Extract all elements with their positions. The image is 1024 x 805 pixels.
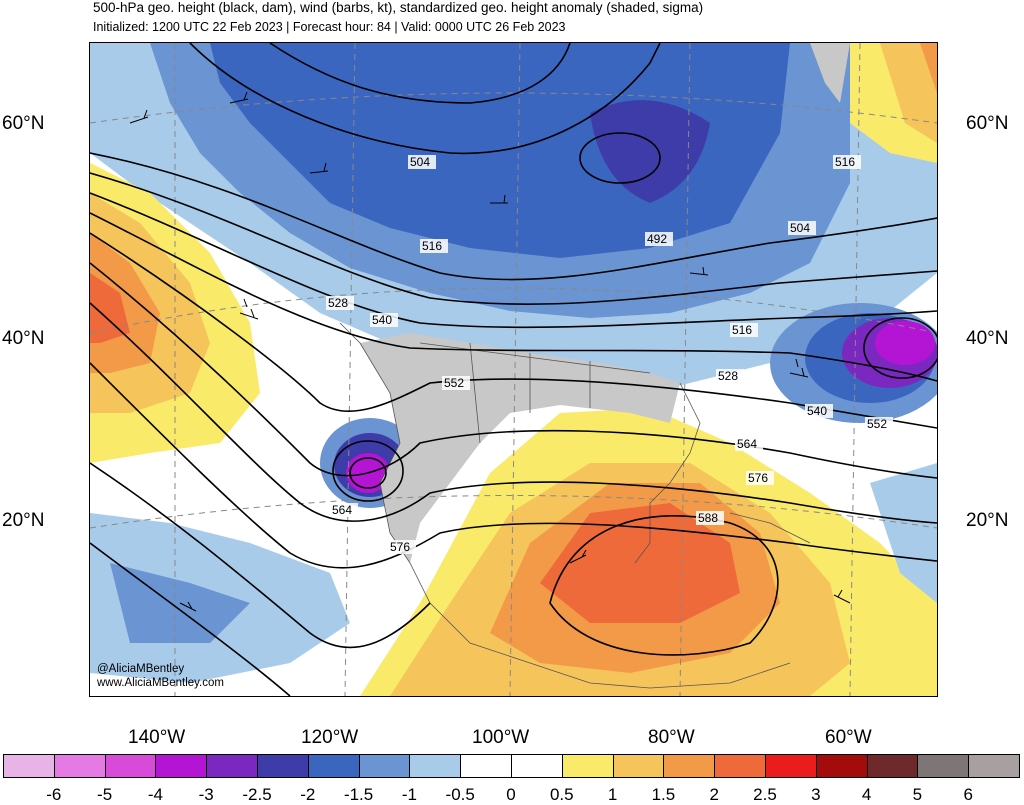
colorbar-cell xyxy=(866,754,919,778)
colorbar-tick-label: 0 xyxy=(506,785,516,804)
colorbar-cell xyxy=(765,754,817,778)
colorbar-cell xyxy=(3,754,55,778)
colorbar-cell xyxy=(815,754,868,778)
colorbar-tick-label: 4 xyxy=(861,785,872,804)
colorbar-tick-label: 1.5 xyxy=(651,785,676,804)
map-title: 500-hPa geo. height (black, dam), wind (… xyxy=(93,0,704,15)
colorbar-cell xyxy=(714,754,766,778)
contour-label: 552 xyxy=(867,417,887,431)
colorbar-tick-label: 5 xyxy=(912,785,923,804)
colorbar-tick-label: -2.5 xyxy=(242,785,272,804)
colorbar-tick-label: 1 xyxy=(607,785,618,804)
colorbar-tick-label: -4 xyxy=(147,785,163,804)
lon-label: 100°W xyxy=(472,727,530,748)
colorbar-cell xyxy=(206,754,258,778)
colorbar-cell xyxy=(917,754,970,778)
lat-label: 60°N xyxy=(966,113,1009,134)
colorbar-cell xyxy=(155,754,208,778)
colorbar-cell xyxy=(358,754,411,778)
colorbar-cell xyxy=(561,754,614,778)
colorbar-tick-label: -0.5 xyxy=(445,785,475,804)
colorbar-cell xyxy=(53,754,106,778)
lon-label: 140°W xyxy=(128,727,186,748)
lon-label: 80°W xyxy=(648,727,695,748)
colorbar-cell xyxy=(511,754,563,778)
credit-handle: @AliciaMBentley xyxy=(97,663,185,675)
colorbar-cell xyxy=(968,754,1020,778)
colorbar-cell xyxy=(663,754,716,778)
contour-label: 516 xyxy=(732,323,752,337)
map-panel: 504 516 492 504 516 528 540 552 516 528 … xyxy=(89,42,938,697)
lon-label: 60°W xyxy=(825,727,872,748)
colorbar-tick-label: 0.5 xyxy=(549,785,574,804)
colorbar-tick-label: -1 xyxy=(401,785,417,804)
colorbar xyxy=(3,754,1020,778)
lat-label: 40°N xyxy=(966,328,1009,349)
contour-label: 576 xyxy=(748,471,768,485)
colorbar-cell xyxy=(307,754,360,778)
colorbar-tick-label: 2 xyxy=(709,785,719,804)
contour-label: 516 xyxy=(835,155,855,169)
colorbar-cell xyxy=(409,754,462,778)
colorbar-tick-label: -6 xyxy=(46,785,62,804)
contour-label: 504 xyxy=(790,221,810,235)
contour-label: 528 xyxy=(328,296,348,310)
lat-label: 20°N xyxy=(966,510,1009,531)
colorbar-cell xyxy=(104,754,157,778)
contour-label: 564 xyxy=(332,503,352,517)
contour-label: 552 xyxy=(444,376,464,390)
map-graphic: 504 516 492 504 516 528 540 552 516 528 … xyxy=(90,43,937,696)
contour-label: 540 xyxy=(807,404,827,418)
contour-label: 564 xyxy=(737,437,757,451)
colorbar-tick-label: -1.5 xyxy=(343,785,374,804)
contour-label: 576 xyxy=(390,540,410,554)
colorbar-tick-label: 3 xyxy=(811,785,821,804)
colorbar-cell xyxy=(460,754,512,778)
contour-label: 540 xyxy=(372,313,392,327)
map-subtitle: Initialized: 1200 UTC 22 Feb 2023 | Fore… xyxy=(93,20,566,34)
lat-label: 20°N xyxy=(2,510,45,531)
contour-label: 504 xyxy=(410,155,430,169)
contour-label: 516 xyxy=(422,239,442,253)
colorbar-tick-label: -3 xyxy=(198,785,214,804)
lat-label: 60°N xyxy=(2,113,45,134)
lat-label: 40°N xyxy=(2,328,45,349)
credit-website: www.AliciaMBentley.com xyxy=(97,677,224,689)
colorbar-cell xyxy=(257,754,309,778)
colorbar-cell xyxy=(612,754,665,778)
contour-label: 492 xyxy=(647,232,667,246)
colorbar-tick-label: -2 xyxy=(300,785,316,804)
contour-label: 588 xyxy=(698,511,718,525)
contour-label: 528 xyxy=(718,369,738,383)
colorbar-tick-label: -5 xyxy=(97,785,113,804)
colorbar-tick-label: 2.5 xyxy=(753,785,777,804)
lon-label: 120°W xyxy=(301,727,359,748)
credit: @AliciaMBentley www.AliciaMBentley.com xyxy=(97,662,224,690)
colorbar-tick-label: 6 xyxy=(963,785,973,804)
